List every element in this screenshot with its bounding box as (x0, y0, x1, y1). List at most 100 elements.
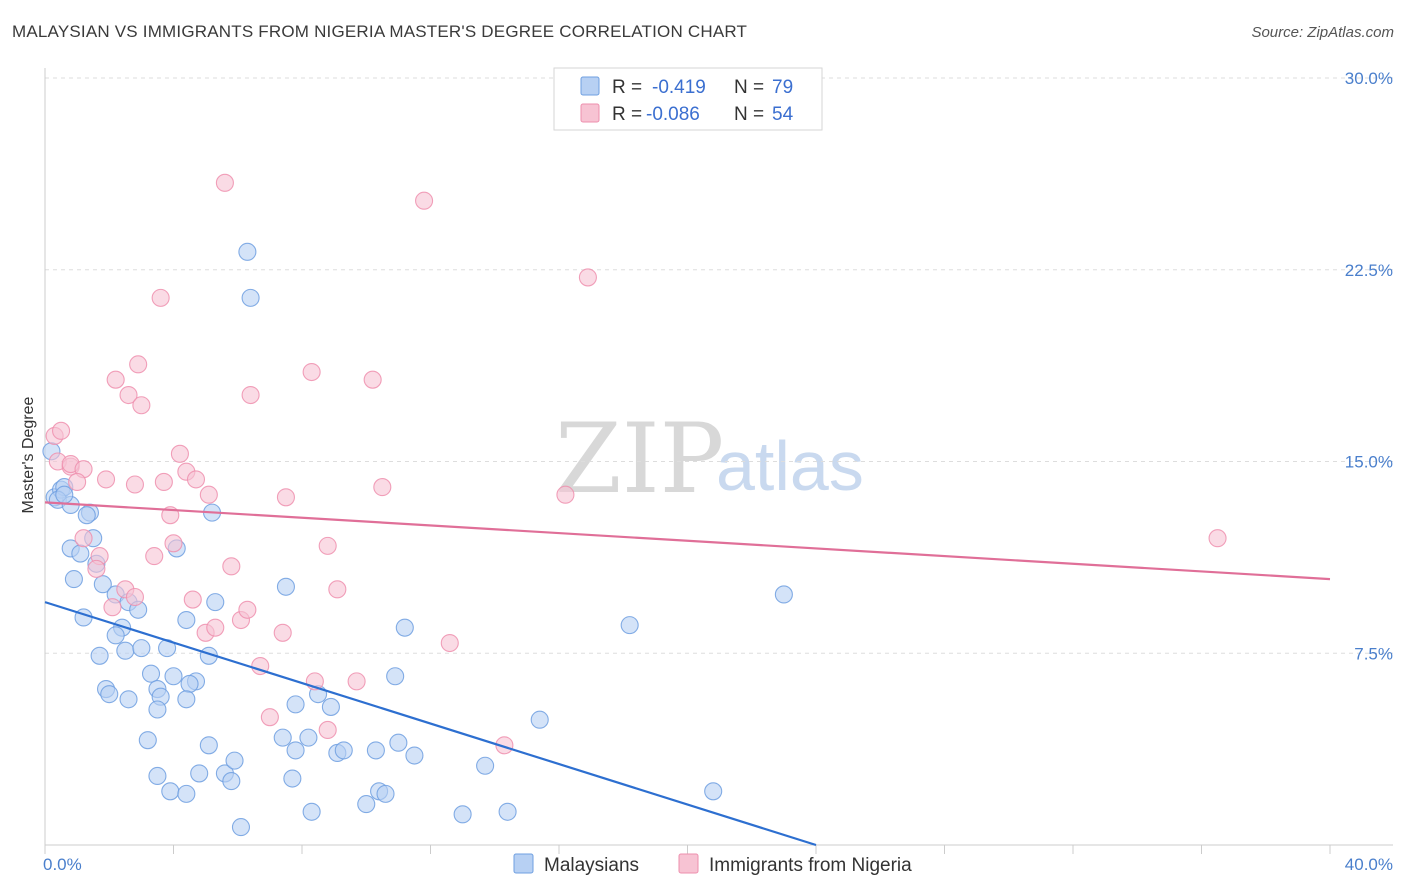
data-point (328, 580, 347, 599)
data-point (222, 772, 241, 791)
data-point (318, 720, 337, 740)
data-point (373, 478, 392, 497)
data-point (347, 672, 366, 691)
data-point (286, 695, 305, 714)
data-point (556, 485, 575, 504)
legend-bottom-label: Malaysians (544, 855, 639, 876)
data-point (260, 708, 279, 727)
data-point (90, 646, 109, 665)
legend-bottom-swatch-nigeria (678, 853, 699, 874)
legend-r-label: R = (612, 77, 642, 98)
legend-swatch-nigeria (580, 103, 600, 123)
legend-r-value: -0.086 (646, 104, 700, 125)
data-point (154, 472, 173, 492)
data-point (106, 626, 125, 645)
data-point (132, 639, 151, 658)
data-point (145, 547, 164, 566)
series-nigeria-points (45, 173, 1227, 755)
data-point (498, 802, 517, 821)
source-credit: Source: ZipAtlas.com (1251, 24, 1394, 41)
data-point (71, 544, 90, 563)
legend-r-value: -0.419 (652, 77, 706, 98)
data-point (389, 733, 408, 752)
data-point (87, 559, 106, 578)
data-point (177, 690, 196, 709)
data-point (620, 616, 639, 635)
data-point (74, 529, 93, 548)
data-point (405, 746, 424, 765)
data-point (530, 710, 549, 729)
legend-bottom-label: Immigrants from Nigeria (709, 855, 912, 876)
data-point (302, 362, 321, 382)
data-point (273, 623, 292, 642)
data-point (206, 593, 225, 612)
data-point (283, 769, 302, 788)
data-point (376, 784, 395, 803)
watermark-atlas: atlas (716, 427, 864, 505)
data-point (177, 610, 196, 630)
data-point (357, 795, 376, 814)
data-point (103, 598, 122, 617)
data-point (231, 818, 251, 837)
watermark-zip: ZIP (555, 403, 724, 515)
data-point (199, 485, 218, 504)
y-tick-label: 22.5% (1345, 261, 1393, 280)
data-point (119, 385, 138, 405)
data-point (386, 667, 405, 686)
data-point (64, 570, 83, 589)
data-point (238, 600, 257, 619)
data-point (164, 534, 183, 553)
data-point (321, 697, 340, 716)
data-point (302, 802, 321, 821)
legend-n-value: 54 (772, 104, 794, 125)
data-point (578, 268, 597, 287)
y-tick-label: 7.5% (1354, 644, 1393, 663)
data-point (440, 633, 459, 653)
y-tick-label: 30.0% (1345, 69, 1393, 88)
trend-lines (44, 501, 1331, 847)
data-point (151, 288, 170, 307)
legend-r-label: R = (612, 104, 642, 125)
y-axis-label: Master's Degree (20, 396, 37, 513)
data-point (222, 557, 241, 576)
data-point (77, 506, 96, 525)
data-point (363, 370, 382, 389)
data-point (241, 288, 260, 307)
data-point (395, 618, 414, 637)
trend-line-nigeria (44, 501, 1331, 581)
data-point (161, 782, 180, 801)
data-point (415, 191, 434, 210)
gridlines (45, 77, 1393, 654)
data-point (476, 756, 495, 775)
data-point (206, 618, 225, 637)
data-point (164, 667, 183, 686)
x-tick-label-min: 0.0% (43, 855, 82, 874)
data-point (318, 536, 337, 555)
data-point (52, 421, 71, 440)
data-point (116, 641, 135, 660)
x-tick-labels: 0.0% 40.0% (43, 855, 1393, 874)
data-point (148, 700, 167, 719)
data-point (148, 766, 167, 786)
data-point (106, 370, 125, 389)
data-point (238, 242, 257, 261)
data-point (186, 470, 206, 489)
data-point (366, 741, 385, 760)
data-point (225, 751, 244, 770)
legend-bottom: Malaysians Immigrants from Nigeria (513, 853, 912, 876)
watermark: ZIP atlas (555, 403, 864, 515)
legend-top: R = -0.419 N = 79 R = -0.086 N = 54 (553, 67, 823, 131)
legend-n-label: N = (734, 104, 764, 125)
legend-n-label: N = (734, 77, 764, 98)
data-point (100, 685, 119, 704)
data-point (276, 577, 295, 596)
x-tick-label-max: 40.0% (1345, 855, 1393, 874)
chart-title: MALAYSIAN VS IMMIGRANTS FROM NIGERIA MAS… (12, 22, 748, 41)
data-point (215, 173, 234, 192)
y-tick-labels: 7.5% 15.0% 22.5% 30.0% (1345, 69, 1393, 663)
data-point (241, 385, 260, 405)
data-point (68, 472, 87, 492)
legend-n-value: 79 (772, 77, 793, 98)
data-point (704, 782, 723, 801)
